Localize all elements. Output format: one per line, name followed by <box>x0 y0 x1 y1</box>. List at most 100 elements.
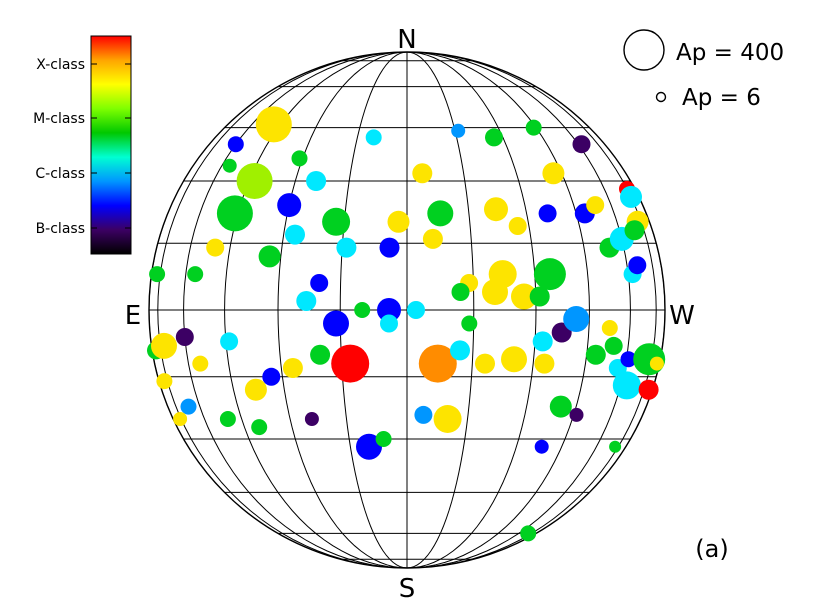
flare-point <box>282 358 303 378</box>
legend-marker-ap-6 <box>655 91 667 103</box>
colorbar-tick-label: X-class <box>36 57 85 73</box>
flare-point <box>304 412 319 426</box>
flare-point <box>323 310 349 337</box>
flare-point <box>628 256 647 275</box>
east-label: E <box>125 301 141 331</box>
solar-limb-circle <box>148 51 666 569</box>
flare-point <box>549 395 572 418</box>
flare-point <box>508 217 527 235</box>
flare-point <box>192 355 209 372</box>
flare-point <box>354 302 371 318</box>
flare-point <box>482 279 508 305</box>
flare-point <box>609 440 622 453</box>
south-label: S <box>399 574 416 604</box>
legend-label-ap-400: Ap = 400 <box>676 40 784 66</box>
flare-point <box>620 185 642 208</box>
colorbar-tick-label: B-class <box>36 221 85 237</box>
flare-point <box>227 136 244 153</box>
flare-point <box>427 200 454 227</box>
flare-point <box>461 315 478 332</box>
flare-point <box>296 291 317 311</box>
flare-point <box>525 119 542 136</box>
legend-label-ap-6: Ap = 6 <box>682 85 761 111</box>
flare-point <box>520 525 537 542</box>
flare-point <box>475 353 495 374</box>
flare-point <box>450 340 470 361</box>
flare-point <box>649 356 664 371</box>
flare-point <box>422 228 443 249</box>
north-label: N <box>397 25 416 55</box>
flare-point <box>586 196 605 215</box>
flare-point <box>407 301 425 319</box>
flare-point <box>485 128 503 147</box>
colorbar-tick-label: C-class <box>35 166 85 182</box>
colorbar-tick-label: M-class <box>33 111 85 127</box>
flare-point <box>220 332 239 351</box>
flare-point <box>244 378 267 401</box>
flare-point <box>336 237 357 258</box>
flare-point <box>569 407 584 422</box>
flare-point <box>620 351 637 368</box>
flare-point <box>387 210 410 233</box>
flare-point <box>331 344 370 383</box>
flare-point <box>151 332 177 359</box>
size-legend: Ap = 400 Ap = 6 <box>623 29 784 111</box>
flare-point <box>538 204 557 223</box>
flare-point <box>219 411 236 427</box>
flare-point <box>356 433 382 460</box>
flare-point <box>529 286 550 307</box>
flare-point <box>572 135 591 154</box>
west-label: W <box>669 301 695 331</box>
flare-point <box>604 336 623 355</box>
flare-point <box>433 405 462 433</box>
flare-point <box>412 163 433 184</box>
flare-point <box>542 162 565 185</box>
colorbar: X-class M-class C-class B-class <box>33 35 132 255</box>
flare-point <box>365 129 382 146</box>
flare-point <box>638 379 659 400</box>
flare-point <box>532 331 553 352</box>
flare-point <box>563 306 590 332</box>
flare-point <box>222 158 237 173</box>
flare-point <box>216 195 253 232</box>
flare-point <box>484 197 508 222</box>
flare-point <box>511 283 537 310</box>
flare-point <box>533 258 566 291</box>
flare-point <box>149 266 166 283</box>
flare-points <box>147 106 666 542</box>
flare-point <box>255 106 292 143</box>
flare-point <box>534 353 555 374</box>
colorbar-gradient <box>90 35 132 255</box>
flare-point <box>173 412 188 426</box>
legend-marker-ap-400 <box>623 29 665 71</box>
flare-point <box>612 371 641 400</box>
flare-point <box>310 344 331 365</box>
flare-point <box>180 398 197 415</box>
flare-point <box>451 283 470 301</box>
flare-point <box>285 224 305 245</box>
flare-point <box>534 439 549 454</box>
flare-point <box>156 373 173 390</box>
flare-point <box>262 367 281 386</box>
flare-point <box>187 266 204 283</box>
flare-point <box>258 245 281 268</box>
flare-point <box>277 193 302 218</box>
flare-point <box>585 344 606 365</box>
flare-point <box>379 237 400 258</box>
flare-point <box>377 298 401 322</box>
flare-point <box>322 207 351 236</box>
flare-point <box>451 123 466 138</box>
flare-point <box>418 344 457 383</box>
flare-point <box>206 238 225 257</box>
flare-point <box>624 220 645 241</box>
flare-point <box>501 346 527 373</box>
flare-point <box>414 405 433 424</box>
flare-point <box>306 171 327 191</box>
coordinate-grid <box>149 52 665 568</box>
flare-point <box>175 328 194 346</box>
flare-point <box>310 274 329 292</box>
flare-point <box>375 431 392 447</box>
flare-point <box>291 150 308 167</box>
flare-point <box>236 163 273 199</box>
